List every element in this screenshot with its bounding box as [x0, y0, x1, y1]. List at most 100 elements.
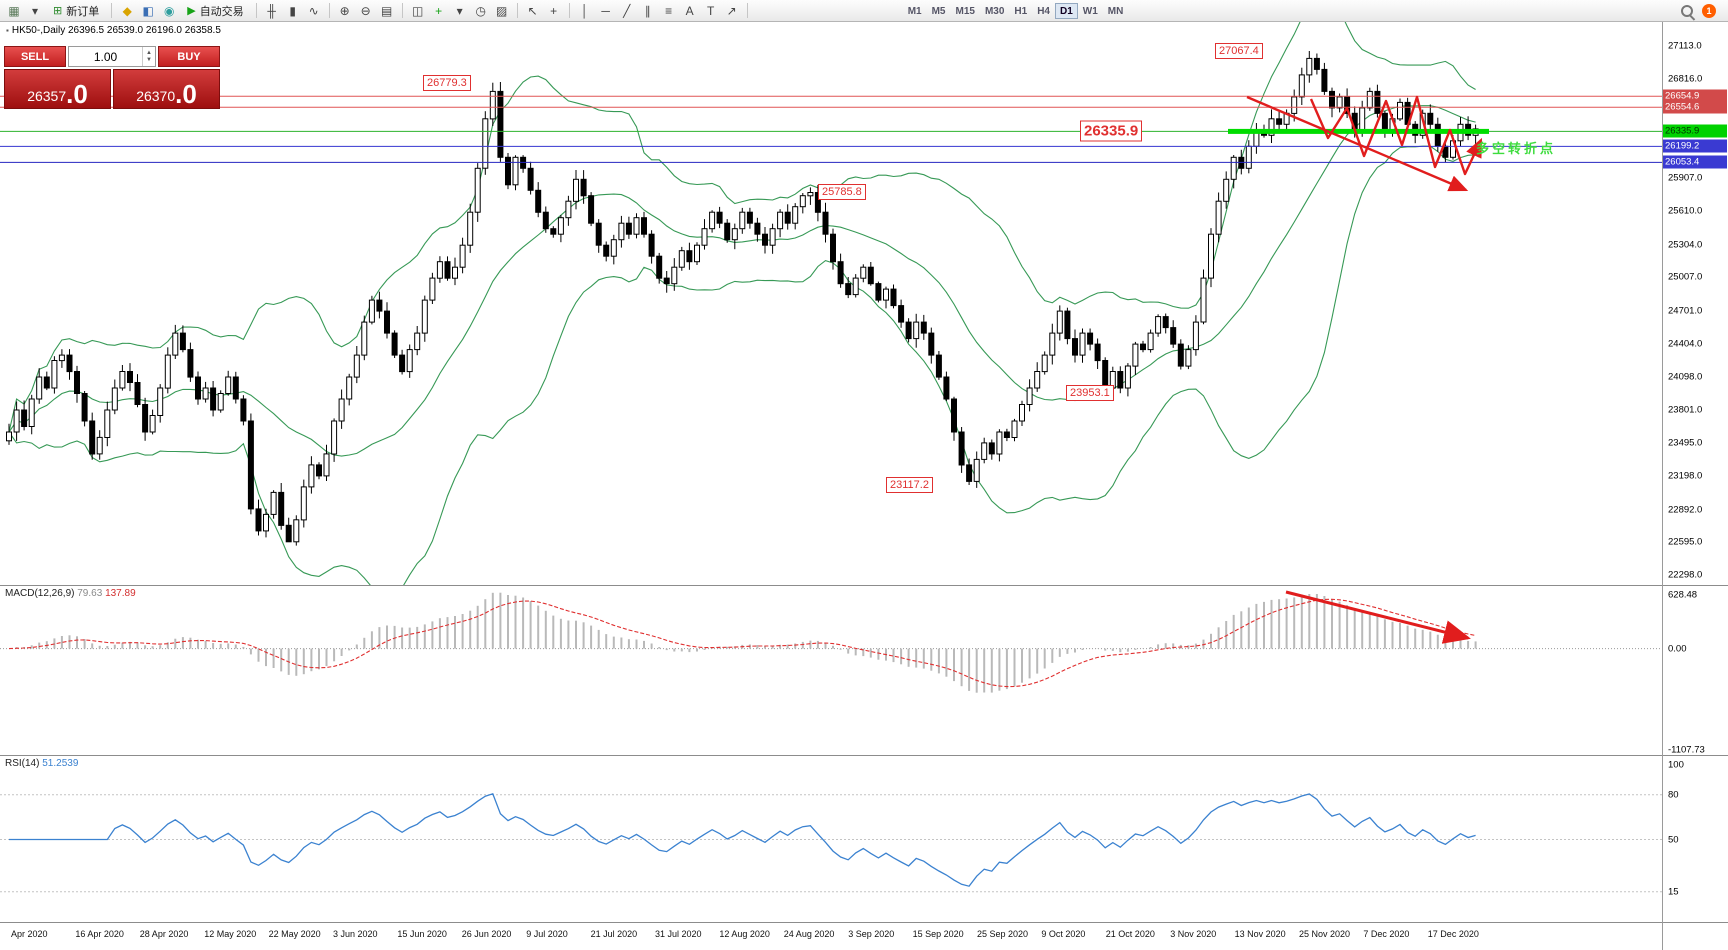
macd-panel[interactable]: MACD(12,26,9) 79.63 137.89 628.48 0.00 -11… [0, 585, 1728, 756]
trendline-icon[interactable]: ╱ [623, 3, 631, 18]
price-tag: 26554.6 [1663, 100, 1727, 114]
date-axis[interactable]: Apr 2020 16 Apr 2020 28 Apr 2020 12 May 202… [0, 922, 1728, 950]
new-chart-icon[interactable]: ▦ [8, 3, 20, 18]
rsi-axis-label: 100 [1668, 759, 1684, 771]
chart-list-dropdown-icon[interactable]: ▾ [31, 3, 39, 18]
one-click-trading-panel: SELL ▲ ▼ BUY 26357.0 26370.0 [4, 46, 220, 109]
cursor-icon[interactable]: ↖ [527, 3, 538, 18]
search-icon[interactable] [1679, 3, 1695, 19]
date-label: 28 Apr 2020 [139, 929, 189, 939]
rsi-axis-label: 50 [1668, 834, 1679, 845]
timeframe-m30[interactable]: M30 [980, 3, 1009, 19]
timeframe-w1[interactable]: W1 [1078, 3, 1103, 19]
timeframe-m1[interactable]: M1 [903, 3, 927, 19]
sell-button[interactable]: SELL [4, 46, 66, 67]
autotrade-button-label: 自动交易 [199, 5, 244, 18]
macd-chart-svg[interactable] [0, 586, 1728, 756]
volume-down-icon[interactable]: ▼ [146, 56, 152, 63]
date-label: 3 Sep 2020 [848, 929, 895, 939]
sell-price-main: 26357 [27, 88, 67, 104]
macd-axis-label: 628.48 [1668, 589, 1698, 601]
volume-stepper[interactable]: ▲ ▼ [68, 46, 156, 67]
volume-up-icon[interactable]: ▲ [146, 49, 152, 56]
timeframe-h4[interactable]: H4 [1032, 3, 1055, 19]
toolbar-separator [516, 3, 518, 18]
price-annotation[interactable]: 26335.9 [1080, 120, 1143, 142]
timeframe-d1[interactable]: D1 [1055, 2, 1078, 19]
tile-windows-icon[interactable]: ◫ [412, 3, 424, 18]
horizontal-line-icon[interactable]: ─ [601, 3, 610, 18]
autotrade-button[interactable]: ▶ 自动交易 [180, 2, 250, 20]
price-annotation[interactable]: 25785.8 [818, 183, 866, 200]
rsi-panel[interactable]: RSI(14) 51.2539 100 80 50 15 [0, 755, 1728, 922]
date-label: 9 Oct 2020 [1041, 929, 1086, 939]
buy-button[interactable]: BUY [158, 46, 220, 67]
timeframe-m5[interactable]: M5 [927, 3, 951, 19]
text-tool-icon[interactable]: A [685, 3, 694, 18]
chart-title: ▪ HK50-,Daily 26396.5 26539.0 26196.0 263… [6, 25, 221, 36]
date-label: 3 Jun 2020 [333, 929, 378, 939]
price-axis-label: 23495.0 [1668, 437, 1703, 449]
price-axis-label: 25007.0 [1668, 271, 1703, 283]
sell-price-button[interactable]: 26357.0 [4, 69, 111, 109]
line-chart-mode-icon[interactable]: ∿ [308, 3, 319, 18]
notification-badge[interactable]: 1 [1702, 3, 1716, 18]
rsi-chart-svg[interactable] [0, 756, 1728, 923]
rsi-axis-label: 80 [1668, 789, 1679, 801]
candlestick-mode-icon[interactable]: ▮ [289, 3, 296, 18]
new-order-icon: ⊞ [53, 5, 63, 17]
price-annotation[interactable]: 23953.1 [1066, 385, 1114, 402]
timeframe-h1[interactable]: H1 [1009, 3, 1032, 19]
price-axis-label: 24701.0 [1668, 305, 1703, 317]
main-chart-panel[interactable]: ▪ HK50-,Daily 26396.5 26539.0 26196.0 263… [0, 22, 1728, 585]
zoom-out-icon[interactable]: ⊖ [360, 3, 371, 18]
buy-price-frac: .0 [175, 78, 197, 109]
buy-price-button[interactable]: 26370.0 [113, 69, 220, 109]
date-label: Apr 2020 [11, 929, 48, 939]
timeframe-m15[interactable]: M15 [951, 3, 980, 19]
toolbar-separator [568, 3, 570, 18]
periods-icon[interactable]: ◷ [475, 3, 486, 18]
macd-label: MACD(12,26,9) 79.63 137.89 [5, 588, 136, 599]
date-label: 3 Nov 2020 [1170, 929, 1217, 939]
volume-spinner[interactable]: ▲ ▼ [142, 47, 155, 66]
date-label: 25 Nov 2020 [1299, 929, 1351, 939]
indicators-icon[interactable]: + [435, 3, 443, 18]
date-label: 21 Jul 2020 [590, 929, 638, 939]
toolbar-separator [328, 3, 330, 18]
cn-annotation[interactable]: 多空转折点 [1476, 141, 1557, 156]
fibonacci-icon[interactable]: ≡ [665, 3, 673, 18]
price-chart-svg[interactable] [0, 22, 1728, 585]
templates-icon[interactable]: ▨ [496, 3, 508, 18]
macd-main-value: 79.63 [77, 588, 103, 599]
equidistant-channel-icon[interactable]: ∥ [644, 3, 651, 18]
signals-icon[interactable]: ◉ [163, 3, 175, 18]
date-label: 25 Sep 2020 [977, 929, 1029, 939]
new-order-button[interactable]: ⊞ 新订单 [46, 2, 106, 20]
macd-signal-value: 137.89 [105, 588, 136, 599]
price-axis-label: 27113.0 [1668, 40, 1702, 52]
price-axis-label: 25610.0 [1668, 205, 1703, 217]
date-label: 21 Oct 2020 [1105, 929, 1155, 939]
market-icon[interactable]: ◧ [142, 3, 154, 18]
auto-scroll-icon[interactable]: ▤ [381, 3, 393, 18]
timeframe-mn[interactable]: MN [1103, 3, 1129, 19]
price-annotation[interactable]: 26779.3 [423, 74, 471, 91]
price-annotation[interactable]: 23117.2 [886, 476, 933, 493]
date-label: 12 May 2020 [204, 929, 257, 939]
volume-input[interactable] [69, 47, 143, 66]
price-annotation[interactable]: 27067.4 [1215, 43, 1263, 59]
indicators-dropdown-icon[interactable]: ▾ [456, 3, 463, 18]
macd-name: MACD(12,26,9) [5, 588, 75, 599]
text-label-icon[interactable]: T [707, 3, 715, 18]
bar-chart-mode-icon[interactable]: ╫ [267, 3, 276, 18]
crosshair-icon[interactable]: + [550, 3, 558, 18]
chart-symbol-ohlc: HK50-,Daily 26396.5 26539.0 26196.0 2635… [11, 25, 221, 36]
metaeditor-icon[interactable]: ◆ [122, 3, 132, 18]
date-label: 17 Dec 2020 [1427, 929, 1479, 939]
date-label: 12 Aug 2020 [719, 929, 770, 939]
arrows-tool-icon[interactable]: ↗ [726, 3, 737, 18]
vertical-line-icon[interactable]: │ [580, 3, 589, 18]
toolbar-separator [111, 3, 113, 18]
zoom-in-icon[interactable]: ⊕ [339, 3, 350, 18]
